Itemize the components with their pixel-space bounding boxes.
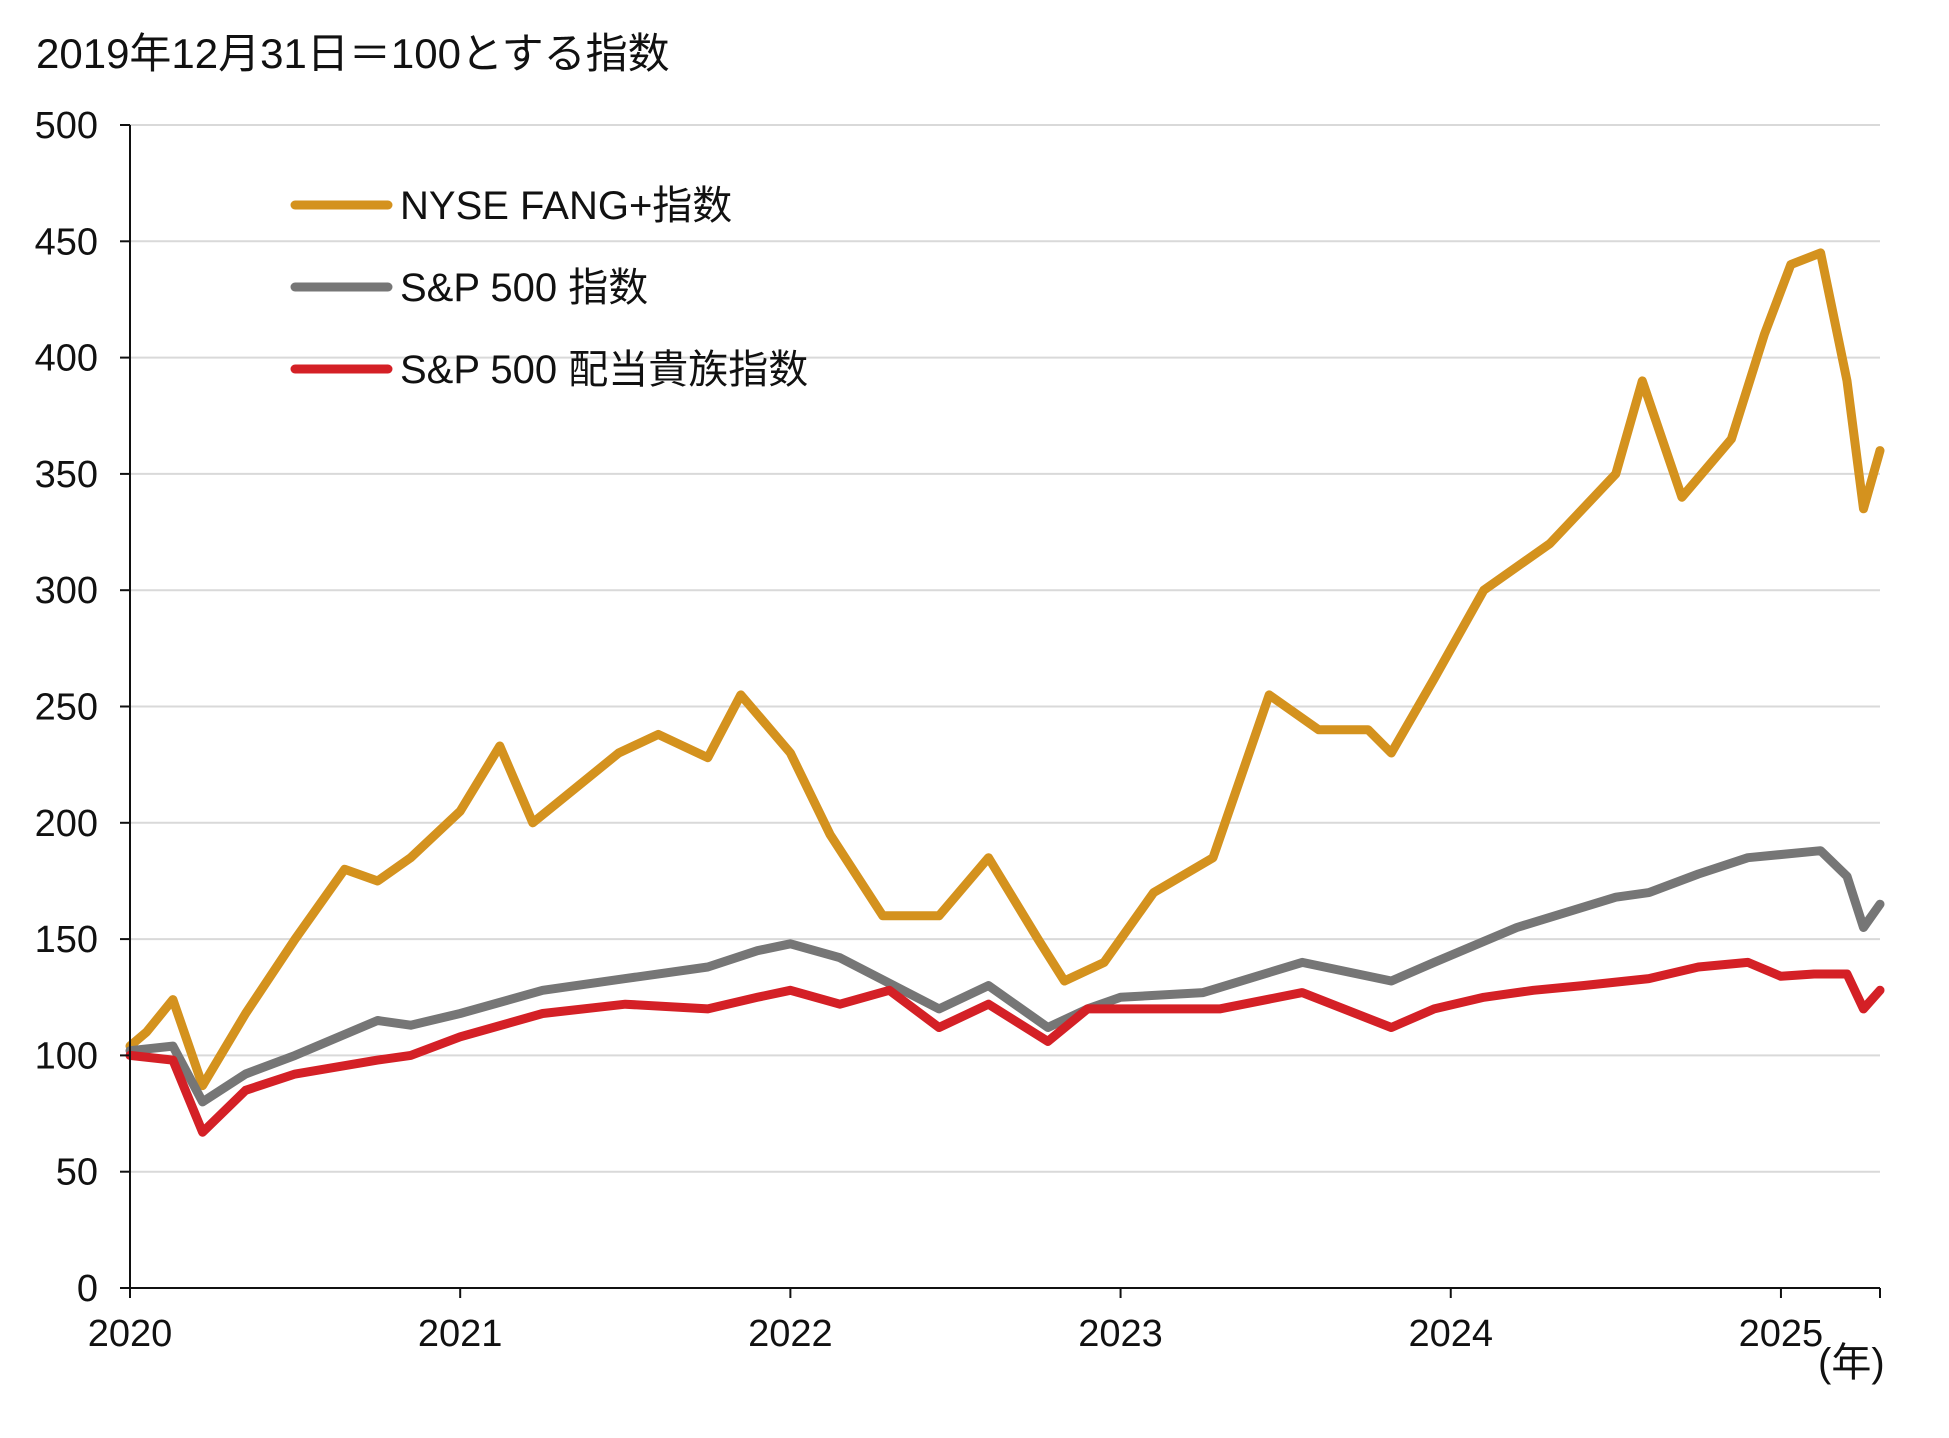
- series-lines: [125, 248, 1885, 1137]
- x-tick-label: 2020: [88, 1313, 173, 1355]
- x-axis-unit-label: (年): [1818, 1341, 1885, 1385]
- y-tick-label: 150: [35, 919, 98, 961]
- legend-label-1: S&P 500 指数: [400, 266, 648, 310]
- y-tick-label: 400: [35, 338, 98, 380]
- y-tick-label: 300: [35, 570, 98, 612]
- y-tick-label: 50: [56, 1152, 98, 1194]
- axes: 0 50 100 150 200 250 300 350 400 450 500 2020 2021 20…: [35, 105, 1881, 1355]
- y-tick-label: 200: [35, 803, 98, 845]
- series-line-1: [125, 846, 1885, 1107]
- x-tick-label: 2025: [1739, 1313, 1824, 1355]
- y-tick-label: 250: [35, 687, 98, 729]
- x-tick-label: 2021: [418, 1313, 503, 1355]
- gridlines: [130, 124, 1880, 1173]
- legend-label-0: NYSE FANG+指数: [400, 184, 732, 228]
- y-tick-label: 500: [35, 105, 98, 147]
- x-tick-label: 2024: [1408, 1313, 1493, 1355]
- chart-title: 2019年12月31日＝100とする指数: [36, 30, 670, 77]
- y-tick-label: 0: [77, 1268, 98, 1310]
- y-tick-label: 350: [35, 454, 98, 496]
- y-tick-label: 100: [35, 1035, 98, 1077]
- x-tick-label: 2023: [1078, 1313, 1163, 1355]
- series-line-2: [125, 957, 1885, 1137]
- x-tick-label: 2022: [748, 1313, 833, 1355]
- y-tick-label: 450: [35, 221, 98, 263]
- legend-label-2: S&P 500 配当貴族指数: [400, 348, 808, 392]
- series-line-0: [125, 248, 1885, 1091]
- legend: NYSE FANG+指数 S&P 500 指数 S&P 500 配当貴族指数: [290, 184, 808, 392]
